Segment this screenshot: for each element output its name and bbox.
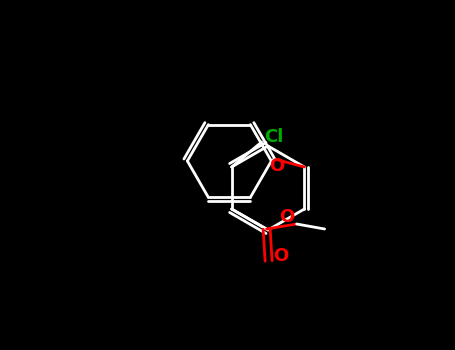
- Text: O: O: [269, 157, 284, 175]
- Text: O: O: [273, 247, 288, 265]
- Text: O: O: [279, 208, 295, 226]
- Text: Cl: Cl: [263, 128, 283, 146]
